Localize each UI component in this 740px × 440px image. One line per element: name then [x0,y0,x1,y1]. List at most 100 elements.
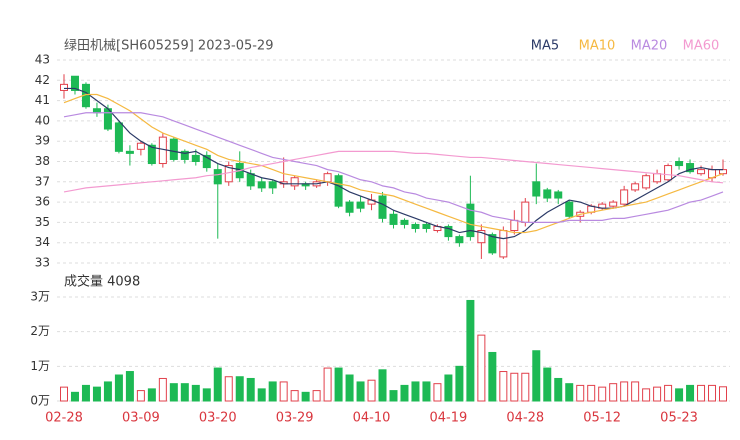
x-tick-label: 03-09 [122,411,160,426]
volume-bar [488,351,497,402]
x-tick-label: 04-10 [353,411,391,426]
candle-body [290,177,299,187]
volume-bar [125,371,134,402]
volume-bar [356,381,365,402]
volume-bar [433,383,442,402]
candle-body [191,154,200,163]
x-tick-label: 03-29 [276,411,314,426]
candle-body [180,150,189,160]
candle-body [389,213,398,225]
volume-bar [708,384,717,402]
volume-bar [345,374,354,402]
volume-title: 成交量 4098 [64,274,140,290]
volume-bar [598,386,607,402]
y-tick-label: 42 [35,73,50,87]
volume-bar [510,372,519,402]
x-tick-label: 05-12 [583,411,621,426]
candle-body [499,230,508,258]
volume-bar [543,367,552,402]
candle-body [114,122,123,152]
candle-body [477,230,486,244]
volume-bar [686,384,695,402]
volume-bar [158,377,167,402]
candle-body [444,225,453,238]
candle-body [642,175,651,189]
candle-body [246,173,255,187]
y-tick-label: 2万 [30,324,50,338]
volume-bar [631,381,640,402]
candle-body [675,161,684,167]
volume-bar [389,390,398,402]
volume-bar [246,377,255,402]
x-tick-label: 04-28 [506,411,544,426]
volume-bar [411,381,420,402]
y-tick-label: 0万 [30,394,50,408]
candle-body [422,223,431,229]
chart-title: 绿田机械[SH605259] 2023-05-29 [64,39,273,54]
volume-bar [323,367,332,402]
candle-body [455,236,464,244]
volume-bar [499,371,508,402]
y-tick-label: 37 [35,174,50,188]
volume-bar [268,381,277,402]
volume-bar [367,379,376,402]
volume-bar [422,381,431,402]
volume-bar [70,391,79,402]
volume-bar [587,384,596,402]
volume-bar [92,386,101,402]
y-tick-label: 43 [35,53,50,67]
candle-body [400,219,409,225]
volume-bar [81,384,90,402]
ma-line [63,93,724,234]
ma-line [63,150,724,193]
volume-bar [697,384,706,402]
candle-body [697,169,706,175]
volume-bar [664,384,673,402]
volume-bar [466,299,475,402]
volume-bar [224,376,233,402]
volume-bar [180,383,189,402]
candle-body [609,201,618,207]
candle-body [664,165,673,181]
x-tick-label: 02-28 [45,411,83,426]
volume-bar [620,381,629,402]
y-tick-label: 33 [35,256,50,270]
x-tick-label: 03-20 [199,411,237,426]
legend-label: MA10 [579,39,616,54]
volume-bar [136,390,145,402]
volume-bar [719,386,727,402]
candle-body [169,138,178,160]
candle-body [147,144,156,165]
candle-body [202,154,211,169]
candle-body [70,75,79,91]
y-tick-label: 35 [35,215,50,229]
y-tick-label: 41 [35,93,50,107]
legend-label: MA20 [631,39,668,54]
y-tick-label: 36 [35,195,50,209]
candle-body [631,183,640,191]
volume-bar [147,388,156,402]
volume-bar [301,391,310,402]
volume-bar [279,381,288,402]
volume-bar [235,376,244,402]
candle-body [136,142,145,150]
y-tick-label: 34 [35,235,50,249]
candle-body [686,163,695,173]
volume-bar [290,390,299,402]
candle-body [125,150,134,154]
y-tick-label: 3万 [30,290,50,304]
candle-body [268,181,277,189]
volume-bar [532,350,541,402]
candle-body [411,223,420,229]
candle-body [92,108,101,114]
candle-body [521,201,530,223]
candle-body [543,189,552,199]
volume-bar [334,367,343,402]
volume-bar [675,388,684,402]
volume-bar [455,365,464,402]
candle-body [378,195,387,219]
volume-bar [653,386,662,402]
x-tick-label: 05-23 [660,411,698,426]
candle-body [510,219,519,232]
